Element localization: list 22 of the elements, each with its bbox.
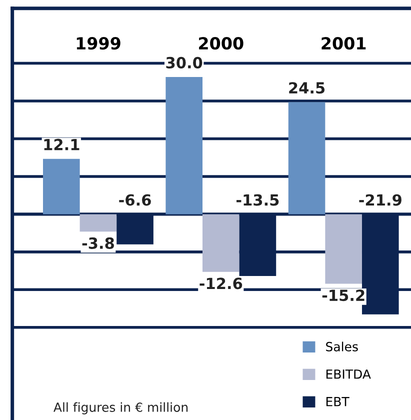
data-label: 12.1 <box>44 138 80 150</box>
data-label: -3.8 <box>82 237 114 249</box>
legend-label: EBITDA <box>326 370 371 379</box>
bar <box>288 102 326 214</box>
bar <box>43 158 80 214</box>
data-label: -13.5 <box>236 194 279 206</box>
data-label: 30.0 <box>166 56 202 68</box>
data-label: -21.9 <box>359 194 402 206</box>
bar <box>166 77 202 214</box>
x-tick-label: 2000 <box>199 37 244 50</box>
legend-label: EBT <box>326 397 350 406</box>
x-tick-label: 1999 <box>76 37 120 50</box>
data-label: -15.2 <box>322 290 364 302</box>
data-label: -12.6 <box>200 278 242 290</box>
data-label: -6.6 <box>119 194 151 206</box>
bar <box>80 214 117 232</box>
bar <box>325 214 362 284</box>
annotation: All figures in € million <box>54 402 188 414</box>
data-label: 24.5 <box>289 82 325 94</box>
bar <box>202 214 240 272</box>
x-tick-label: 2001 <box>322 37 366 50</box>
legend-label: Sales <box>326 342 358 352</box>
